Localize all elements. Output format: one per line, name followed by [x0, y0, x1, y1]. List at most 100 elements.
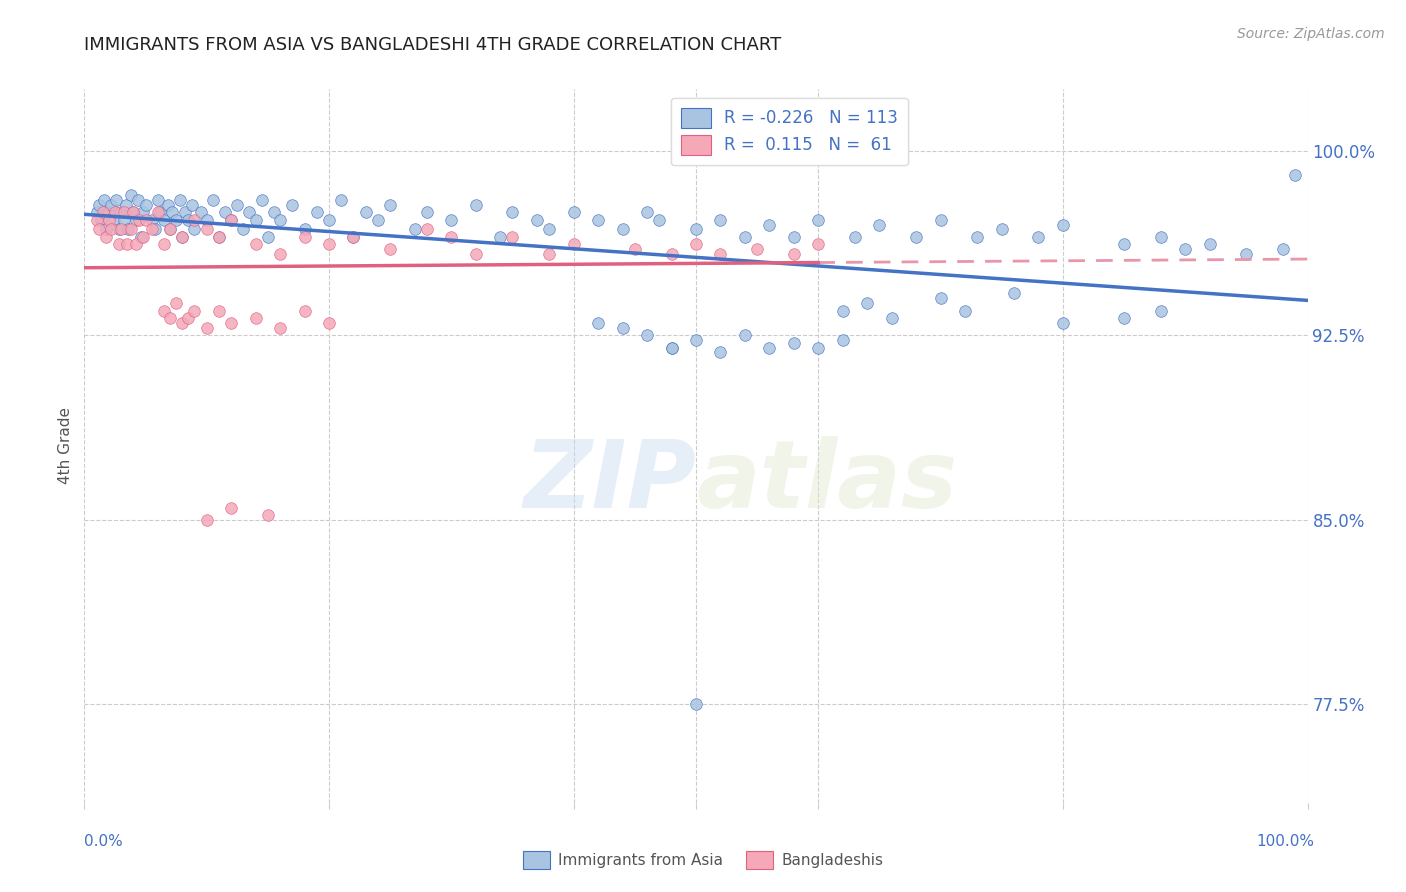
Point: [1174, 242, 1197, 256]
Point: [100, 198, 122, 212]
Point: [105, 193, 128, 207]
Point: [219, 316, 242, 330]
Point: [153, 303, 176, 318]
Point: [1114, 237, 1136, 252]
Point: [122, 205, 145, 219]
Point: [219, 212, 242, 227]
Point: [526, 212, 548, 227]
Point: [107, 237, 129, 252]
Text: Source: ZipAtlas.com: Source: ZipAtlas.com: [1237, 27, 1385, 41]
Point: [538, 247, 561, 261]
Point: [162, 205, 184, 219]
Point: [758, 218, 780, 232]
Point: [143, 222, 166, 236]
Point: [404, 222, 426, 236]
Point: [169, 193, 191, 207]
Point: [1284, 169, 1306, 183]
Point: [562, 205, 585, 219]
Point: [173, 205, 195, 219]
Point: [869, 218, 891, 232]
Point: [245, 212, 267, 227]
Point: [685, 222, 707, 236]
Point: [87, 198, 110, 212]
Point: [87, 222, 110, 236]
Point: [783, 335, 806, 350]
Point: [129, 230, 152, 244]
Point: [856, 296, 879, 310]
Point: [709, 247, 731, 261]
Legend: Immigrants from Asia, Bangladeshis: Immigrants from Asia, Bangladeshis: [517, 845, 889, 875]
Point: [1052, 218, 1074, 232]
Point: [807, 237, 830, 252]
Point: [97, 205, 120, 219]
Point: [661, 341, 683, 355]
Point: [905, 230, 928, 244]
Point: [153, 237, 176, 252]
Point: [172, 316, 194, 330]
Point: [1198, 237, 1220, 252]
Point: [110, 222, 132, 236]
Point: [416, 222, 439, 236]
Point: [380, 242, 402, 256]
Point: [183, 303, 205, 318]
Point: [120, 188, 142, 202]
Point: [165, 296, 187, 310]
Point: [122, 205, 145, 219]
Point: [464, 247, 486, 261]
Point: [97, 212, 120, 227]
Point: [318, 237, 340, 252]
Point: [177, 311, 200, 326]
Point: [153, 212, 176, 227]
Point: [502, 230, 524, 244]
Point: [953, 303, 976, 318]
Point: [112, 205, 135, 219]
Point: [440, 212, 463, 227]
Point: [305, 205, 328, 219]
Point: [103, 212, 125, 227]
Point: [250, 193, 273, 207]
Point: [214, 205, 236, 219]
Point: [685, 333, 707, 347]
Point: [195, 212, 218, 227]
Point: [380, 198, 402, 212]
Point: [758, 341, 780, 355]
Point: [966, 230, 988, 244]
Point: [783, 247, 806, 261]
Point: [586, 316, 609, 330]
Point: [135, 212, 157, 227]
Point: [146, 193, 169, 207]
Point: [586, 212, 609, 227]
Point: [831, 303, 853, 318]
Point: [172, 230, 194, 244]
Point: [91, 205, 114, 219]
Point: [125, 237, 148, 252]
Point: [195, 222, 218, 236]
Point: [141, 222, 163, 236]
Point: [538, 222, 561, 236]
Point: [177, 212, 200, 227]
Point: [880, 311, 903, 326]
Point: [159, 222, 181, 236]
Point: [195, 513, 218, 527]
Point: [110, 205, 132, 219]
Point: [132, 230, 155, 244]
Point: [269, 247, 291, 261]
Point: [183, 212, 205, 227]
Point: [245, 237, 267, 252]
Point: [96, 230, 118, 244]
Point: [342, 230, 364, 244]
Text: 0.0%: 0.0%: [84, 834, 124, 849]
Point: [1150, 230, 1173, 244]
Point: [648, 212, 671, 227]
Point: [612, 222, 634, 236]
Point: [141, 212, 163, 227]
Point: [159, 222, 181, 236]
Point: [115, 237, 138, 252]
Point: [245, 311, 267, 326]
Point: [1236, 247, 1258, 261]
Point: [1272, 242, 1295, 256]
Point: [100, 222, 122, 236]
Point: [208, 303, 231, 318]
Point: [120, 222, 142, 236]
Point: [991, 222, 1014, 236]
